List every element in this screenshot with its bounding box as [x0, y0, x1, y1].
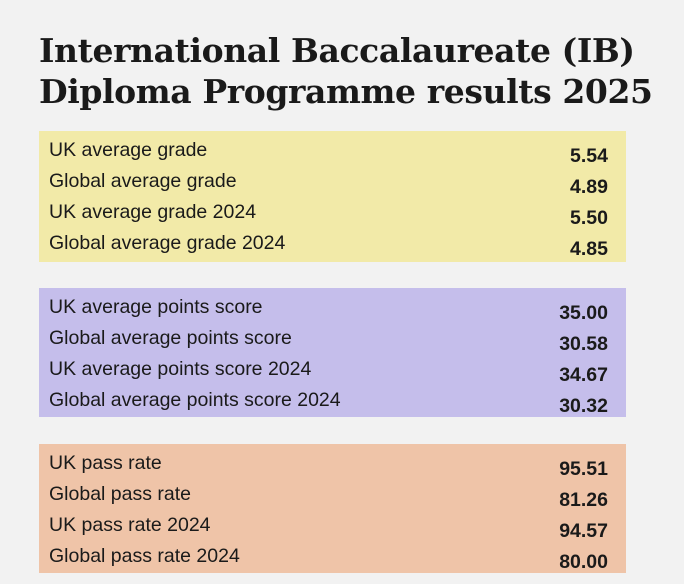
row-value: 81.26	[559, 489, 608, 511]
row-label: UK average grade	[49, 139, 208, 161]
row-value: 80.00	[559, 551, 608, 573]
row-label: UK average points score 2024	[49, 358, 312, 380]
title-line-1: International Baccalaureate (IB)	[39, 31, 635, 70]
row-label: Global average grade 2024	[49, 232, 286, 254]
page-title: International Baccalaureate (IB) Diploma…	[39, 30, 653, 112]
row-value: 30.32	[559, 395, 608, 417]
table-row: Global average points score 2024 30.32	[49, 386, 608, 417]
row-value: 35.00	[559, 302, 608, 324]
row-value: 4.85	[570, 238, 608, 260]
table-row: UK average grade 2024 5.50	[49, 198, 608, 229]
row-value: 5.54	[570, 145, 608, 167]
table-row: Global pass rate 81.26	[49, 480, 608, 511]
row-label: UK pass rate 2024	[49, 514, 211, 536]
table-row: UK average points score 35.00	[49, 293, 608, 324]
table-row: Global average points score 30.58	[49, 324, 608, 355]
row-label: UK average grade 2024	[49, 201, 257, 223]
row-label: Global pass rate 2024	[49, 545, 240, 567]
grade-panel: UK average grade 5.54 Global average gra…	[39, 131, 626, 262]
table-row: UK pass rate 2024 94.57	[49, 511, 608, 542]
table-row: UK pass rate 95.51	[49, 449, 608, 480]
row-value: 95.51	[559, 458, 608, 480]
row-label: Global average points score	[49, 327, 292, 349]
table-row: Global average grade 4.89	[49, 167, 608, 198]
row-value: 94.57	[559, 520, 608, 542]
row-label: Global average grade	[49, 170, 237, 192]
row-label: Global average points score 2024	[49, 389, 341, 411]
row-value: 34.67	[559, 364, 608, 386]
table-row: Global average grade 2024 4.85	[49, 229, 608, 260]
title-line-2: Diploma Programme results 2025	[39, 72, 653, 111]
row-value: 30.58	[559, 333, 608, 355]
row-label: Global pass rate	[49, 483, 191, 505]
pass-rate-panel: UK pass rate 95.51 Global pass rate 81.2…	[39, 444, 626, 573]
points-panel: UK average points score 35.00 Global ave…	[39, 288, 626, 417]
row-label: UK pass rate	[49, 452, 162, 474]
table-row: Global pass rate 2024 80.00	[49, 542, 608, 573]
row-value: 5.50	[570, 207, 608, 229]
row-value: 4.89	[570, 176, 608, 198]
row-label: UK average points score	[49, 296, 263, 318]
table-row: UK average grade 5.54	[49, 136, 608, 167]
table-row: UK average points score 2024 34.67	[49, 355, 608, 386]
